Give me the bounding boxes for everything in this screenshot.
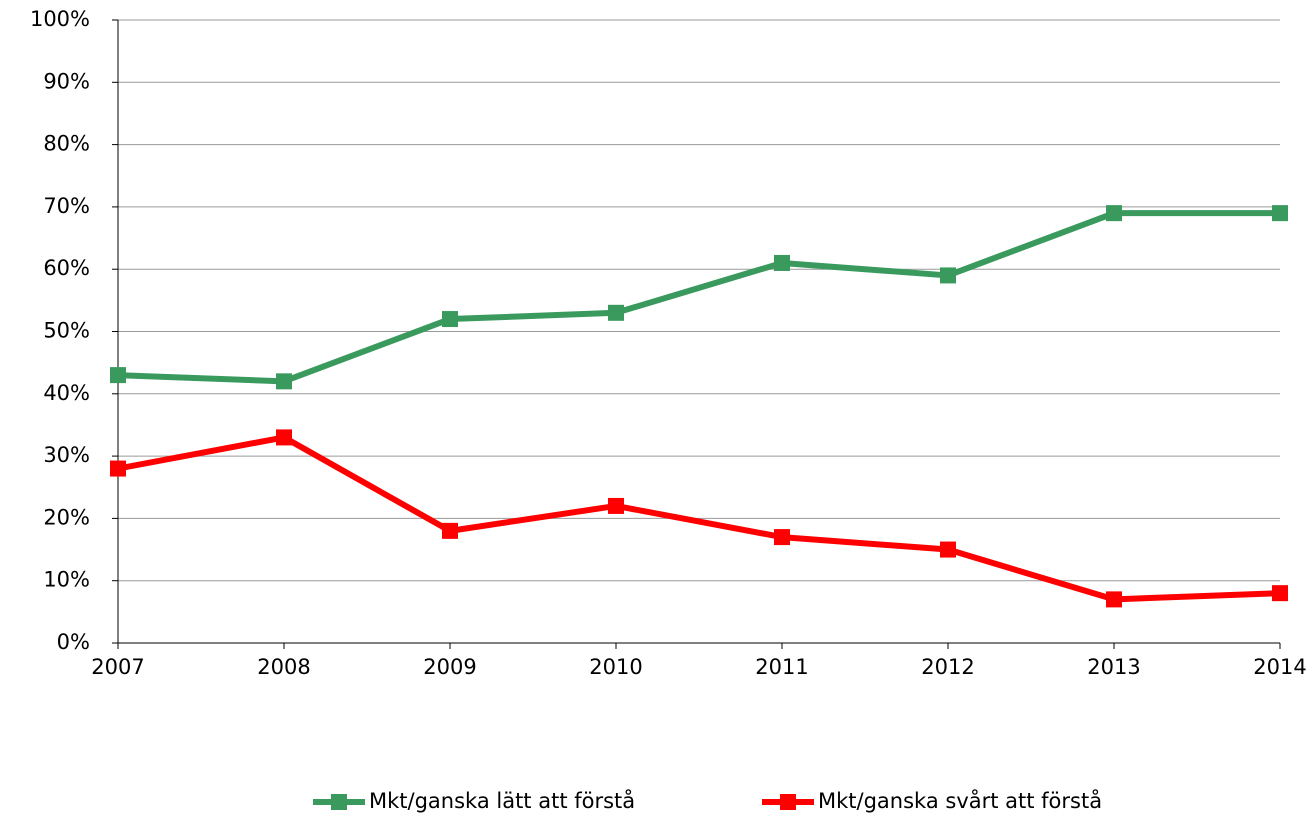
y-tick-label: 30% bbox=[43, 443, 90, 467]
y-tick-label: 0% bbox=[57, 630, 90, 654]
marker bbox=[276, 373, 292, 390]
marker bbox=[940, 267, 956, 284]
y-tick-label: 60% bbox=[43, 256, 90, 280]
legend-label: Mkt/ganska svårt att förstå bbox=[818, 788, 1102, 813]
marker bbox=[1106, 591, 1122, 608]
marker bbox=[1106, 205, 1122, 222]
marker bbox=[1272, 205, 1288, 222]
x-tick-label: 2008 bbox=[257, 655, 310, 679]
marker bbox=[940, 541, 956, 558]
series-line bbox=[117, 434, 1281, 603]
legend-label: Mkt/ganska lätt att förstå bbox=[369, 788, 635, 813]
x-tick-label: 2012 bbox=[921, 655, 974, 679]
y-tick-label: 100% bbox=[30, 7, 90, 31]
y-tick-label: 80% bbox=[43, 132, 90, 156]
marker bbox=[608, 497, 624, 514]
marker bbox=[608, 304, 624, 321]
marker bbox=[276, 429, 292, 446]
legend-marker bbox=[780, 794, 796, 810]
x-tick-label: 2013 bbox=[1087, 655, 1140, 679]
marker bbox=[774, 254, 790, 271]
y-tick-label: 70% bbox=[43, 194, 90, 218]
marker bbox=[442, 522, 458, 539]
y-tick-label: 90% bbox=[43, 69, 90, 93]
y-tick-label: 20% bbox=[43, 505, 90, 529]
x-tick-label: 2009 bbox=[423, 655, 476, 679]
y-tick-label: 40% bbox=[43, 381, 90, 405]
marker bbox=[1272, 585, 1288, 602]
x-tick-label: 2007 bbox=[91, 655, 144, 679]
legend-marker bbox=[331, 794, 347, 810]
marker bbox=[442, 311, 458, 328]
marker bbox=[110, 460, 126, 477]
x-tick-label: 2014 bbox=[1253, 655, 1306, 679]
y-tick-label: 50% bbox=[43, 319, 90, 343]
x-tick-label: 2011 bbox=[755, 655, 808, 679]
x-tick-label: 2010 bbox=[589, 655, 642, 679]
marker bbox=[774, 529, 790, 546]
y-tick-label: 10% bbox=[43, 568, 90, 592]
marker bbox=[110, 367, 126, 384]
series-line bbox=[117, 210, 1280, 385]
